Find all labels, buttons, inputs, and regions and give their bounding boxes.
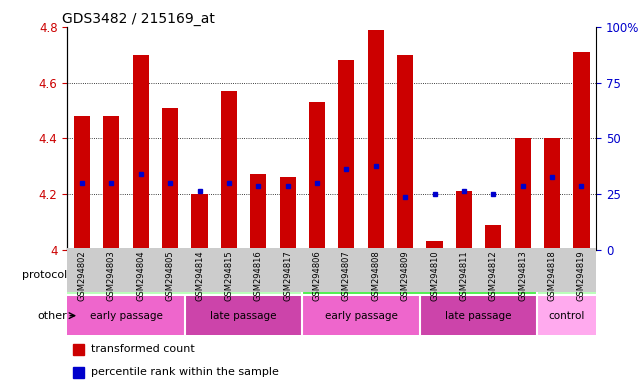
Bar: [456, 191, 472, 250]
Text: GSM294812: GSM294812: [489, 250, 498, 301]
Text: control: control: [549, 311, 585, 321]
Text: GSM294802: GSM294802: [78, 250, 87, 301]
Bar: [361, 248, 390, 292]
Text: GSM294806: GSM294806: [313, 250, 322, 301]
Bar: [368, 30, 384, 250]
Bar: [97, 248, 126, 292]
Text: GSM294814: GSM294814: [195, 250, 204, 301]
Text: GSM294811: GSM294811: [460, 250, 469, 301]
Bar: [185, 248, 214, 292]
Text: other: other: [38, 311, 67, 321]
Text: GSM294804: GSM294804: [137, 250, 146, 301]
Bar: [537, 248, 567, 292]
Text: GSM294816: GSM294816: [254, 250, 263, 301]
Bar: [420, 296, 537, 335]
Bar: [332, 248, 361, 292]
Bar: [537, 296, 596, 335]
Text: GSM294813: GSM294813: [518, 250, 527, 301]
Bar: [567, 248, 596, 292]
Text: GSM294818: GSM294818: [547, 250, 556, 301]
Text: parental
control: parental control: [545, 264, 588, 285]
Bar: [303, 255, 537, 294]
Bar: [309, 102, 325, 250]
Bar: [397, 55, 413, 250]
Bar: [221, 91, 237, 250]
Bar: [390, 248, 420, 292]
Text: early passage: early passage: [324, 311, 397, 321]
Bar: [72, 344, 84, 355]
Bar: [449, 248, 479, 292]
Bar: [72, 367, 84, 378]
Bar: [162, 108, 178, 250]
Text: GSM294805: GSM294805: [165, 250, 174, 301]
Bar: [537, 255, 596, 294]
Bar: [67, 248, 97, 292]
Bar: [192, 194, 208, 250]
Text: GSM294810: GSM294810: [430, 250, 439, 301]
Bar: [67, 255, 303, 294]
Bar: [303, 248, 332, 292]
Text: early passage: early passage: [90, 311, 163, 321]
Text: GSM294817: GSM294817: [283, 250, 292, 301]
Text: protocol: protocol: [22, 270, 67, 280]
Bar: [214, 248, 244, 292]
Bar: [133, 55, 149, 250]
Bar: [479, 248, 508, 292]
Bar: [103, 116, 119, 250]
Text: transformed count: transformed count: [91, 344, 195, 354]
Bar: [515, 138, 531, 250]
Bar: [279, 177, 296, 250]
Text: luciferas control: luciferas control: [143, 270, 227, 280]
Text: GSM294803: GSM294803: [107, 250, 116, 301]
Bar: [420, 248, 449, 292]
Bar: [303, 296, 420, 335]
Text: GSM294808: GSM294808: [371, 250, 380, 301]
Text: late passage: late passage: [445, 311, 512, 321]
Bar: [485, 225, 501, 250]
Bar: [67, 296, 185, 335]
Text: GSM294807: GSM294807: [342, 250, 351, 301]
Bar: [273, 248, 303, 292]
Text: percentile rank within the sample: percentile rank within the sample: [91, 367, 279, 377]
Bar: [185, 296, 303, 335]
Bar: [74, 116, 90, 250]
Bar: [250, 174, 267, 250]
Text: GDS3482 / 215169_at: GDS3482 / 215169_at: [62, 12, 215, 26]
Bar: [573, 52, 590, 250]
Bar: [338, 60, 354, 250]
Bar: [244, 248, 273, 292]
Bar: [126, 248, 155, 292]
Bar: [426, 241, 443, 250]
Text: GSM294819: GSM294819: [577, 250, 586, 301]
Text: GSM294809: GSM294809: [401, 250, 410, 301]
Bar: [508, 248, 537, 292]
Text: GSM294815: GSM294815: [224, 250, 233, 301]
Text: late passage: late passage: [210, 311, 277, 321]
Bar: [544, 138, 560, 250]
Bar: [155, 248, 185, 292]
Text: XIAP depletion: XIAP depletion: [382, 270, 458, 280]
